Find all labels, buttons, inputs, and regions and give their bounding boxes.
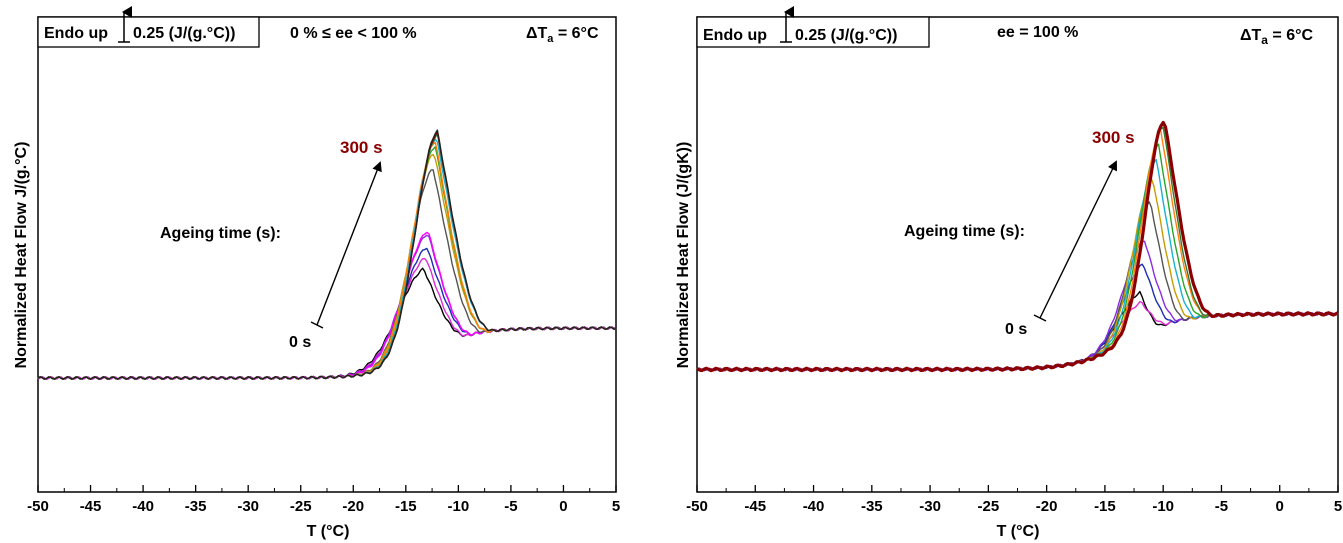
x-ticks: -50 -45 -40 -35 -30 -25 -20 -15 -10 -5 0 5 — [686, 485, 1342, 515]
x-tick-label: -20 — [342, 498, 364, 515]
ageing-arrow — [1039, 160, 1117, 319]
series-line — [37, 257, 617, 380]
x-tick-label: -30 — [237, 498, 259, 515]
delta-t-sub: a — [547, 33, 554, 45]
series-line — [696, 120, 1339, 373]
x-axis-title: T (°C) — [307, 523, 350, 540]
x-tick-label: -25 — [290, 498, 312, 515]
scale-bar-label: 0.25 (J/(g.°C)) — [795, 27, 897, 44]
series-line — [37, 247, 617, 380]
x-tick-label: -10 — [448, 498, 470, 515]
x-tick-label: -50 — [27, 498, 49, 515]
series-line — [696, 240, 1339, 372]
series-line — [37, 141, 617, 380]
x-tick-label: -45 — [80, 498, 102, 515]
y-axis-title: Normalized Heat Flow (J/(gK)) — [675, 142, 692, 369]
condition-label: ee = 100 % — [997, 24, 1078, 41]
condition-label: 0 % ≤ ee < 100 % — [290, 25, 417, 42]
x-tick-label: -40 — [132, 498, 154, 515]
series-line — [37, 231, 617, 380]
series-line — [37, 267, 617, 380]
series-group — [37, 129, 617, 380]
delta-t-symbol: ΔT — [1240, 27, 1262, 44]
x-tick-label: -30 — [919, 498, 941, 515]
y-axis-title: Normalized Heat Flow J/(g.°C) — [13, 142, 30, 369]
arrow-start-label: 0 s — [289, 334, 311, 351]
x-tick-label: 5 — [612, 498, 620, 515]
ageing-arrow — [316, 161, 382, 326]
arrow-end-label: 300 s — [340, 138, 383, 157]
series-line — [696, 263, 1339, 372]
endo-box — [37, 16, 260, 48]
x-tick-label: -20 — [1036, 498, 1058, 515]
delta-t-value: = 6°C — [553, 25, 599, 42]
series-line — [37, 133, 617, 380]
x-tick-label: 0 — [559, 498, 567, 515]
x-tick-label: -25 — [978, 498, 1000, 515]
ageing-arrow-tail — [1033, 314, 1047, 322]
series-line — [37, 146, 617, 380]
x-tick-label: -10 — [1152, 498, 1174, 515]
chart-left: -50 -45 -40 -35 -30 -25 -20 -15 -10 -5 0 5 T (°C) N… — [13, 6, 620, 540]
x-tick-label: -15 — [395, 498, 417, 515]
series-line — [37, 129, 617, 380]
arrow-caption: Ageing time (s): — [160, 225, 281, 242]
x-axis-title: T (°C) — [997, 523, 1040, 540]
arrow-start-label: 0 s — [1005, 321, 1027, 338]
series-group — [696, 120, 1339, 373]
x-tick-label: -40 — [803, 498, 825, 515]
delta-t-symbol: ΔT — [526, 25, 548, 42]
delta-t-sub: a — [1261, 33, 1268, 47]
delta-t-label: ΔTa = 6°C — [1240, 27, 1314, 47]
series-line — [696, 158, 1339, 372]
x-tick-label: -5 — [1215, 498, 1228, 515]
plot-frame — [696, 16, 1339, 493]
arrow-caption: Ageing time (s): — [904, 223, 1025, 240]
endo-box — [696, 16, 930, 48]
scale-bar-label: 0.25 (J/(g.°C)) — [133, 25, 235, 42]
x-ticks: -50 -45 -40 -35 -30 -25 -20 -15 -10 -5 0 5 — [27, 485, 620, 515]
x-tick-label: 0 — [1276, 498, 1284, 515]
ageing-arrow-tail — [310, 321, 324, 329]
x-tick-label: -35 — [861, 498, 883, 515]
chart-right: -50 -45 -40 -35 -30 -25 -20 -15 -10 -5 0 5 T (°C) N… — [675, 6, 1342, 540]
x-tick-label: 5 — [1334, 498, 1342, 515]
x-tick-label: -35 — [185, 498, 207, 515]
endo-up-label: Endo up — [44, 25, 108, 42]
delta-t-value: = 6°C — [1268, 27, 1314, 44]
x-tick-label: -5 — [504, 498, 517, 515]
series-line — [37, 138, 617, 380]
series-line — [37, 234, 617, 380]
plot-frame — [37, 16, 617, 493]
arrow-end-label: 300 s — [1092, 128, 1135, 147]
series-line — [37, 131, 617, 380]
x-tick-label: -50 — [686, 498, 708, 515]
x-tick-label: -15 — [1094, 498, 1116, 515]
series-line — [37, 169, 617, 380]
endo-up-label: Endo up — [703, 27, 767, 44]
x-tick-label: -45 — [744, 498, 766, 515]
delta-t-label: ΔTa = 6°C — [526, 25, 599, 45]
series-line — [696, 178, 1339, 372]
series-line — [37, 153, 617, 380]
